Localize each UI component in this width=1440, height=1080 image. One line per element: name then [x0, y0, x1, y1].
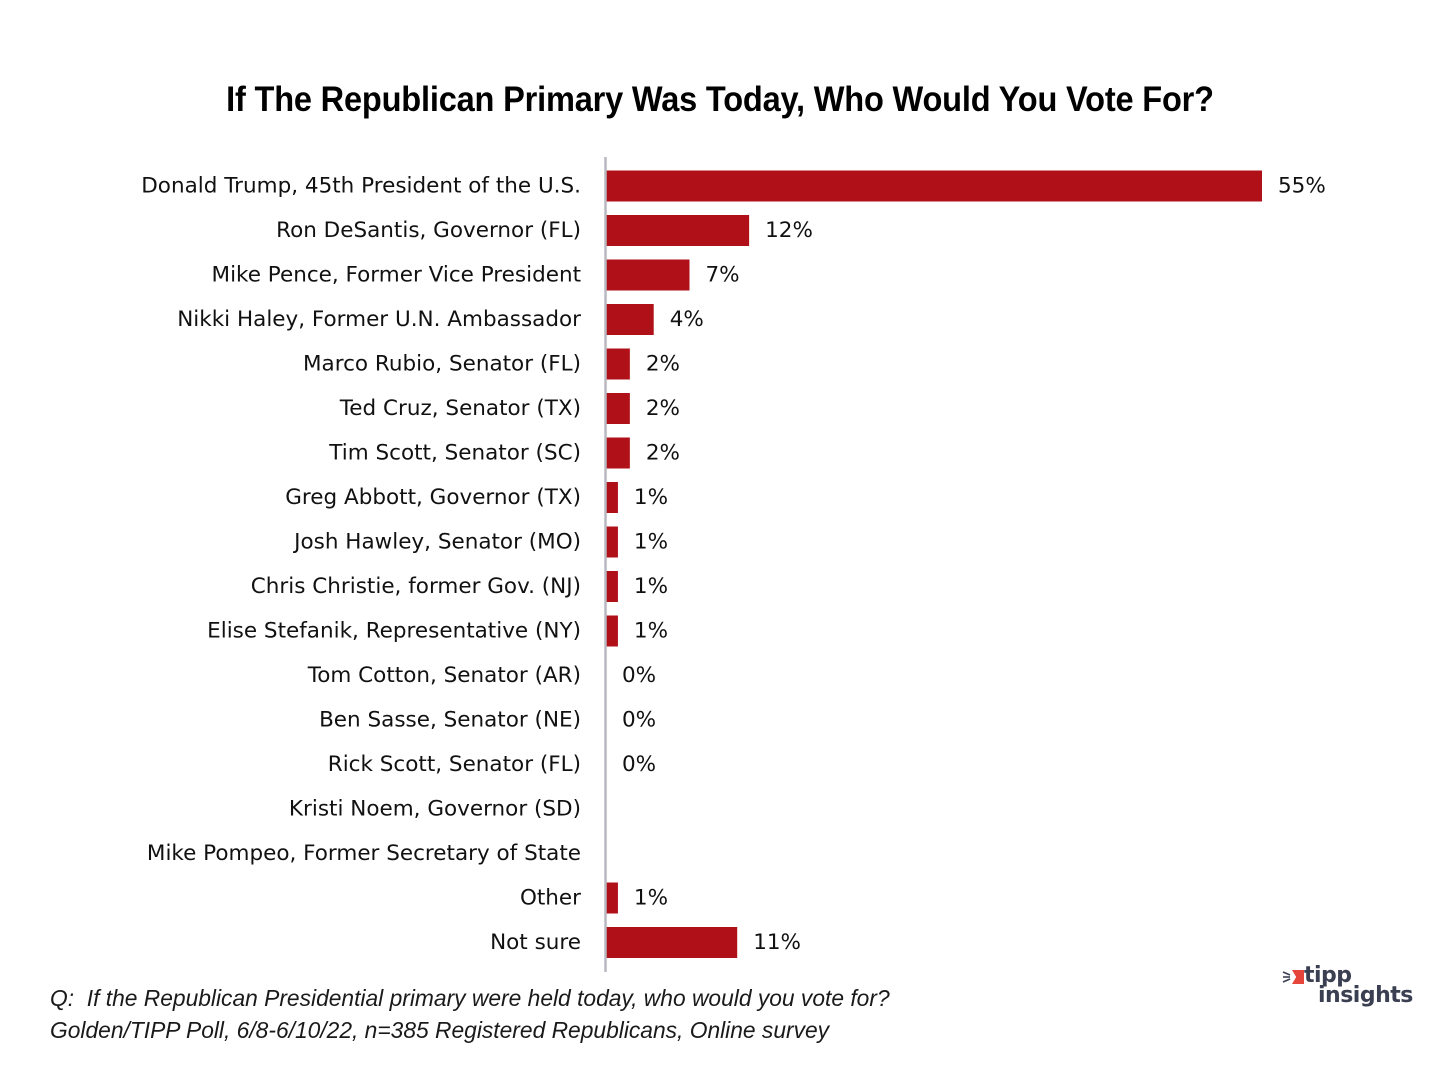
- chart-title: If The Republican Primary Was Today, Who…: [226, 80, 1214, 119]
- category-label: Elise Stefanik, Representative (NY): [207, 619, 581, 644]
- value-label: 2%: [646, 396, 680, 421]
- value-label: 11%: [753, 930, 801, 955]
- category-labels-group: Donald Trump, 45th President of the U.S.…: [141, 174, 581, 956]
- value-label: 1%: [634, 485, 668, 510]
- category-label: Mike Pence, Former Vice President: [212, 263, 581, 288]
- bar: [606, 882, 618, 914]
- value-label: 1%: [634, 619, 668, 644]
- category-label: Rick Scott, Senator (FL): [328, 752, 581, 777]
- bar: [606, 215, 750, 246]
- bar: [606, 259, 690, 291]
- bar: [606, 393, 630, 424]
- category-label: Donald Trump, 45th President of the U.S.: [141, 174, 581, 199]
- tipp-insights-logo: tipp insights: [1282, 963, 1422, 1016]
- value-label: 0%: [622, 663, 656, 688]
- category-label: Other: [520, 886, 581, 911]
- value-label: 0%: [622, 752, 656, 777]
- value-label: 4%: [670, 307, 704, 332]
- category-label: Josh Hawley, Senator (MO): [292, 530, 581, 555]
- bar: [606, 927, 738, 958]
- value-label: 7%: [705, 263, 739, 288]
- footnote-source: Golden/TIPP Poll, 6/8-6/10/22, n=385 Reg…: [50, 1017, 830, 1043]
- category-label: Greg Abbott, Governor (TX): [285, 485, 581, 510]
- category-label: Not sure: [490, 930, 581, 955]
- logo-word-tipp: tipp: [1304, 963, 1352, 988]
- category-label: Kristi Noem, Governor (SD): [289, 797, 581, 822]
- category-label: Ben Sasse, Senator (NE): [319, 708, 581, 733]
- logo-word-insights: insights: [1318, 983, 1413, 1008]
- bar: [606, 304, 654, 335]
- bar: [606, 482, 618, 513]
- category-label: Ted Cruz, Senator (TX): [339, 396, 581, 421]
- bar: [606, 437, 630, 469]
- footnote-question: Q: If the Republican Presidential primar…: [50, 985, 890, 1011]
- bar: [606, 526, 618, 558]
- category-label: Ron DeSantis, Governor (FL): [276, 218, 581, 243]
- bar: [606, 615, 618, 647]
- footnote: Q: If the Republican Presidential primar…: [50, 982, 890, 1046]
- category-label: Marco Rubio, Senator (FL): [303, 352, 581, 377]
- value-label: 55%: [1278, 174, 1326, 199]
- value-label: 1%: [634, 574, 668, 599]
- value-label: 1%: [634, 530, 668, 555]
- value-label: 2%: [646, 352, 680, 377]
- bars-group: [606, 170, 1262, 958]
- value-labels-group: 55% 12% 7%4% 2% 2% 2% 1% 1% 1% 1% 0% 0% 0% 1% 11%: [622, 174, 1326, 956]
- value-label: 1%: [634, 886, 668, 911]
- bar: [606, 571, 618, 602]
- category-label: Tim Scott, Senator (SC): [328, 441, 581, 466]
- bar: [606, 170, 1262, 202]
- value-label: 2%: [646, 441, 680, 466]
- category-label: Tom Cotton, Senator (AR): [307, 663, 581, 688]
- flag-icon: [1292, 970, 1304, 984]
- signal-rays-icon: [1282, 971, 1291, 983]
- bar: [606, 348, 630, 380]
- value-label: 0%: [622, 708, 656, 733]
- category-label: Nikki Haley, Former U.N. Ambassador: [177, 307, 581, 332]
- category-label: Chris Christie, former Gov. (NJ): [251, 574, 581, 599]
- value-label: 12%: [765, 218, 813, 243]
- category-label: Mike Pompeo, Former Secretary of State: [147, 841, 581, 866]
